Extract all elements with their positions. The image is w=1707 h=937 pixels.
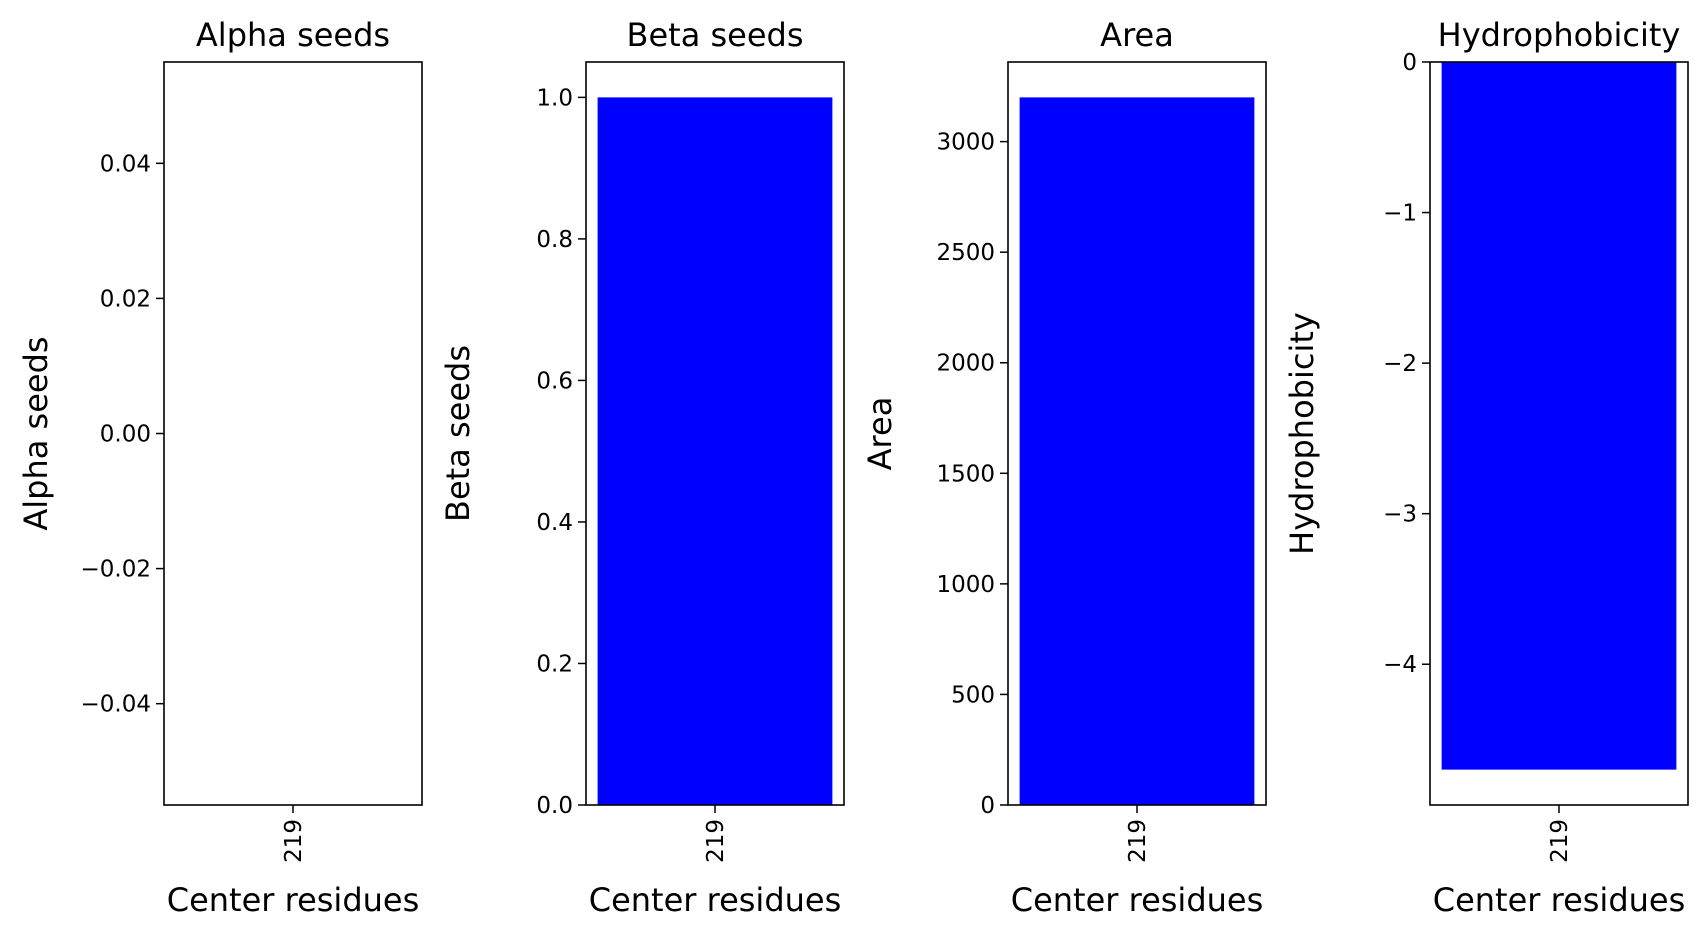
x-tick-label: 219	[1547, 819, 1573, 863]
chart-title: Alpha seeds	[196, 16, 390, 54]
y-tick-label: 0.0	[536, 793, 573, 819]
x-tick-label: 219	[1125, 819, 1151, 863]
y-tick-label: 0	[980, 793, 995, 819]
x-axis-label: Center residues	[167, 881, 420, 919]
y-tick-label: 500	[951, 682, 995, 708]
y-tick-label: 3000	[936, 130, 995, 156]
y-tick-label: 0.2	[536, 651, 573, 677]
plot-frame	[1007, 61, 1267, 806]
y-tick-label: 0.8	[536, 227, 573, 253]
y-tick-label: 0	[1402, 50, 1417, 76]
x-axis-label: Center residues	[589, 881, 842, 919]
chart-title: Hydrophobicity	[1438, 16, 1681, 54]
x-tick-label: 219	[703, 819, 729, 863]
y-tick-label: 0.4	[536, 510, 573, 536]
bar	[1019, 97, 1255, 805]
plot-frame	[1429, 61, 1689, 806]
chart-title: Beta seeds	[627, 16, 804, 54]
y-tick-label: −0.04	[81, 692, 151, 718]
y-tick-label: 2000	[936, 351, 995, 377]
y-tick-label: −4	[1383, 652, 1417, 678]
chart-panel-1: 219 −0.04 −0.02 0.00 0.02 0.04 Alpha seeds Cent…	[17, 16, 423, 919]
y-tick-label: 0.02	[100, 286, 151, 312]
y-axis-label: Hydrophobicity	[1283, 312, 1321, 555]
chart-title: Area	[1100, 16, 1174, 54]
y-tick-label: 2500	[936, 240, 995, 266]
y-tick-label: −1	[1383, 201, 1417, 227]
plot-frame	[585, 61, 845, 806]
chart-panel-4: 219 −4 −3 −2 −1 0 Hydrophobicity Center residue…	[1283, 16, 1689, 919]
y-tick-label: 0.04	[100, 151, 151, 177]
y-axis-label: Area	[861, 397, 899, 471]
y-tick-label: 1500	[936, 461, 995, 487]
x-axis-label: Center residues	[1433, 881, 1686, 919]
y-tick-label: −3	[1383, 502, 1417, 528]
y-axis-label: Alpha seeds	[17, 336, 55, 530]
y-axis-label: Beta seeds	[439, 345, 477, 522]
y-tick-label: 1000	[936, 572, 995, 598]
chart-panel-3: 219 0 500 1000 1500 2000 2500 3000 Area Center re…	[861, 16, 1267, 919]
bar	[597, 97, 833, 805]
y-tick-label: 0.6	[536, 368, 573, 394]
x-axis-label: Center residues	[1011, 881, 1264, 919]
y-tick-label: 1.0	[536, 85, 573, 111]
y-tick-label: 0.00	[100, 422, 151, 448]
bar	[1441, 62, 1677, 770]
chart-panel-2: 219 0.0 0.2 0.4 0.6 0.8 1.0 Beta seeds Center re…	[439, 16, 845, 919]
y-tick-label: −0.02	[81, 557, 151, 583]
plot-frame	[163, 61, 423, 806]
x-tick-label: 219	[281, 819, 307, 863]
y-tick-label: −2	[1383, 351, 1417, 377]
